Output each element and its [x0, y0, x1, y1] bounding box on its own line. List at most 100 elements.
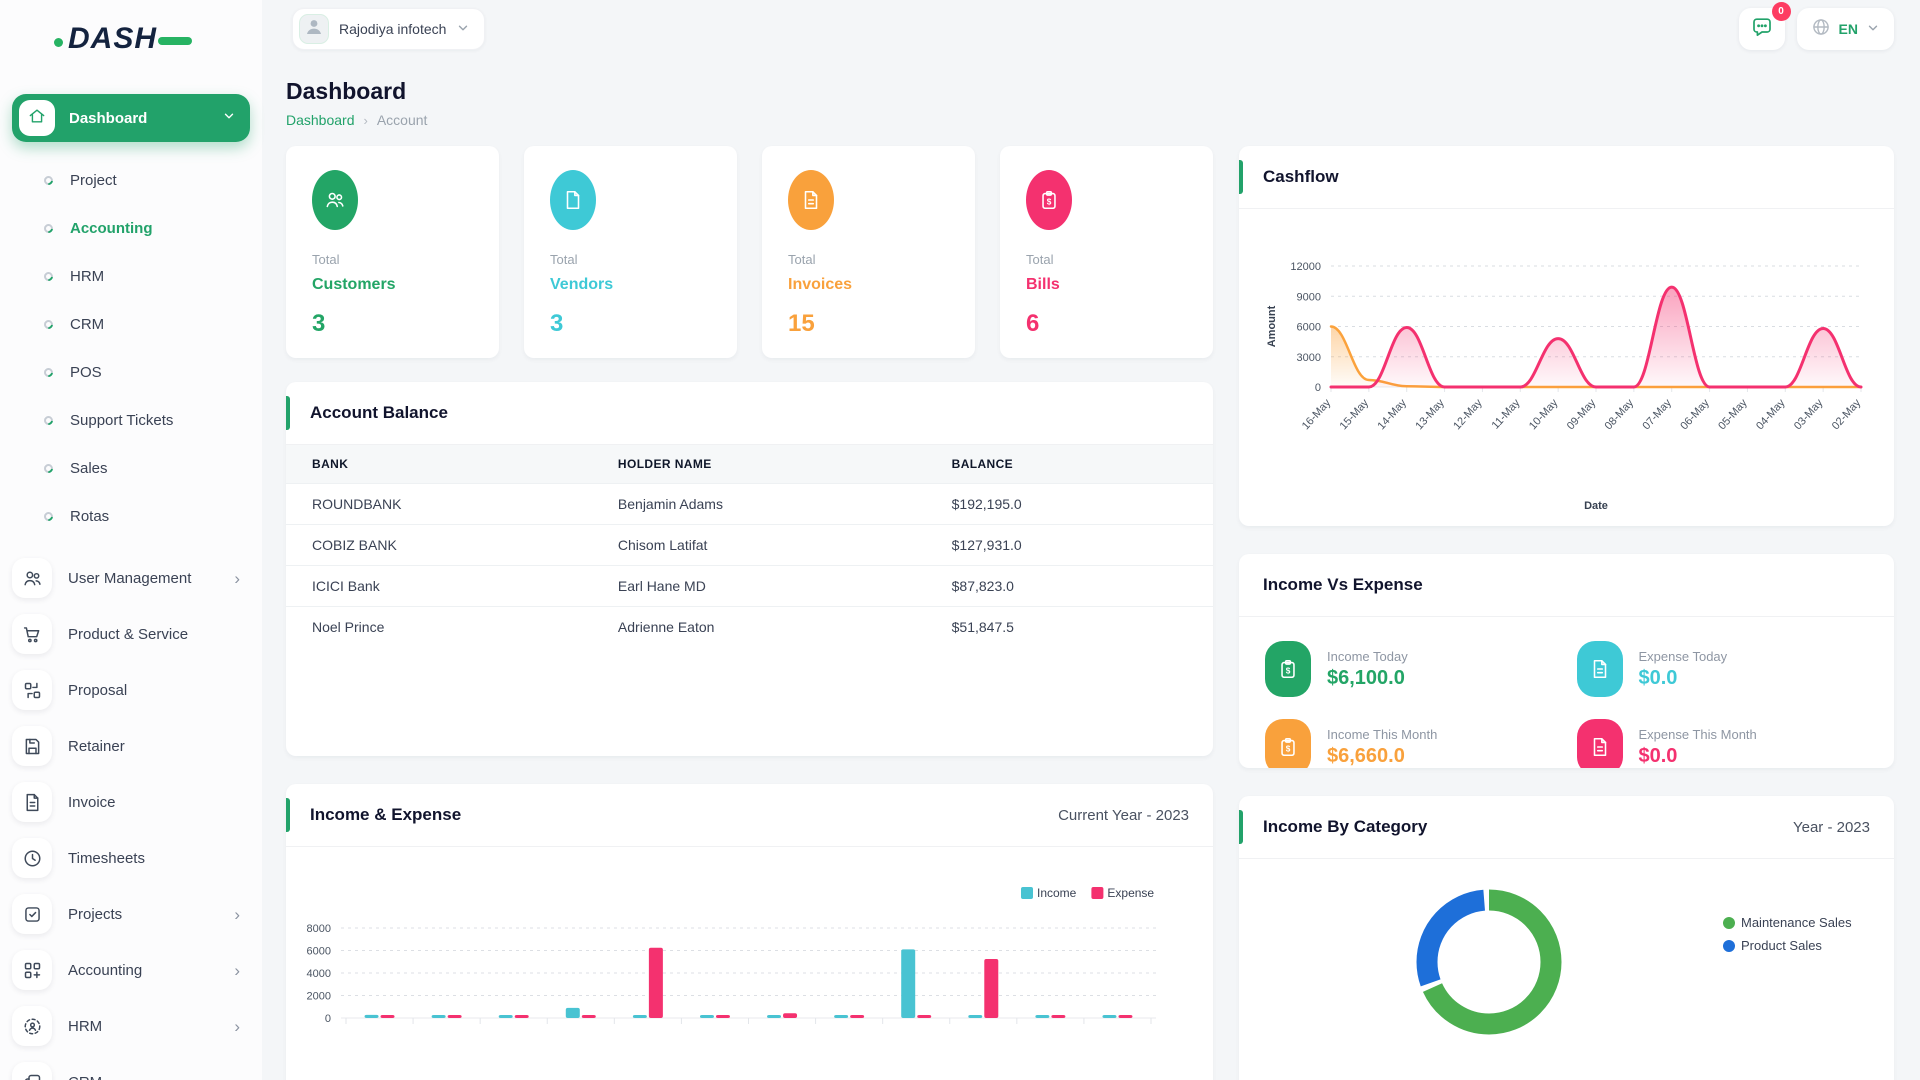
income-expense-item-value: $6,660.0: [1327, 744, 1405, 767]
sidebar-item-user-management[interactable]: User Management ›: [0, 550, 262, 606]
svg-text:05-May: 05-May: [1716, 397, 1750, 433]
svg-text:15-May: 15-May: [1338, 397, 1372, 433]
stat-label: Vendors: [550, 276, 614, 293]
stats-row: Total Customers 3 Total Vendors 3 Total …: [286, 146, 1213, 358]
legend-label-income[interactable]: Income: [1037, 886, 1077, 900]
account-balance-title: Account Balance: [310, 403, 448, 422]
sidebar-item-product-service[interactable]: Product & Service ›: [0, 606, 262, 662]
sidebar-subitem-label: Rotas: [70, 507, 110, 525]
hrm-icon: [12, 1006, 52, 1046]
account-balance-table: BANK HOLDER NAME BALANCE ROUNDBANK Benjamin…: [286, 445, 1213, 647]
sidebar-subitem-sales[interactable]: Sales: [0, 444, 262, 492]
income-by-category-card: Income By Category Year - 2023 Maintenan…: [1239, 796, 1894, 1080]
sidebar-item-accounting[interactable]: Accounting ›: [0, 942, 262, 998]
stat-top-label: Total: [550, 252, 578, 267]
language-selector[interactable]: EN: [1796, 8, 1894, 50]
legend-swatch-expense[interactable]: [1091, 887, 1104, 899]
table-row: ROUNDBANK Benjamin Adams $192,195.0: [286, 483, 1213, 525]
legend-label-product-sales[interactable]: Product Sales: [1741, 938, 1822, 953]
chevron-right-icon: ›: [234, 960, 240, 980]
legend-label-expense[interactable]: Expense: [1107, 886, 1154, 900]
avatar: [299, 14, 329, 44]
donut-slice-product-sales: [1416, 889, 1562, 1035]
stat-card-invoices: Total Invoices 15: [762, 146, 975, 358]
stat-value: 3: [312, 310, 326, 337]
chevron-right-icon: ›: [234, 1074, 240, 1080]
svg-text:03-May: 03-May: [1792, 397, 1826, 433]
sidebar: DASH Dashboard Project Accounting HRM CR…: [0, 0, 262, 1080]
income-expense-item-label: Expense This Month: [1638, 726, 1757, 742]
income-expense-item-value: $0.0: [1638, 744, 1678, 767]
sidebar-subitem-rotas[interactable]: Rotas: [0, 492, 262, 540]
table-column-header: BALANCE: [925, 445, 1213, 484]
account-balance-card: Account Balance BANK HOLDER NAME BALANCE R…: [286, 382, 1213, 756]
legend-dot-product-sales[interactable]: [1723, 940, 1735, 952]
expense-file-icon: [1576, 641, 1623, 697]
sidebar-subitem-crm[interactable]: CRM: [0, 300, 262, 348]
svg-text:16-May: 16-May: [1300, 397, 1334, 433]
sidebar-item-invoice[interactable]: Invoice ›: [0, 774, 262, 830]
breadcrumb-dashboard-link[interactable]: Dashboard: [286, 112, 355, 128]
cart-icon: [12, 614, 52, 654]
income-clipboard-icon: $: [1265, 641, 1311, 697]
income-vs-expense-title: Income Vs Expense: [1263, 575, 1423, 594]
sidebar-item-proposal[interactable]: Proposal ›: [0, 662, 262, 718]
sidebar-item-crm[interactable]: CRM ›: [0, 1054, 262, 1080]
logo-text: DASH: [68, 22, 158, 55]
messages-button[interactable]: 0: [1738, 2, 1791, 50]
sidebar-subitem-label: Sales: [70, 459, 108, 477]
svg-text:02-May: 02-May: [1830, 397, 1864, 433]
company-dropdown[interactable]: Rajodiya infotech: [292, 8, 486, 50]
proposal-icon: [12, 670, 52, 710]
sidebar-item-projects[interactable]: Projects ›: [0, 886, 262, 942]
stat-label: Invoices: [788, 276, 853, 293]
income-expense-item-expense-this-month: Expense This Month $0.0: [1576, 719, 1869, 768]
projects-icon: [12, 894, 52, 934]
sidebar-subitem-support-tickets[interactable]: Support Tickets: [0, 396, 262, 444]
income-expense-item-label: Income This Month: [1327, 726, 1438, 742]
sidebar-subitem-accounting[interactable]: Accounting: [0, 204, 262, 252]
users-icon: [12, 558, 52, 598]
brand-logo[interactable]: DASH: [54, 18, 262, 60]
sidebar-item-timesheets[interactable]: Timesheets ›: [0, 830, 262, 886]
svg-text:0: 0: [325, 1013, 331, 1025]
sidebar-subitem-pos[interactable]: POS: [0, 348, 262, 396]
legend-swatch-income[interactable]: [1021, 887, 1033, 899]
svg-text:09-May: 09-May: [1565, 397, 1599, 433]
svg-text:$: $: [1286, 745, 1291, 754]
income-expense-bar-chart: Income Expense 0 2000 4000 6000 8000: [307, 886, 1156, 1025]
sidebar-subitem-project[interactable]: Project: [0, 156, 262, 204]
chevron-down-icon: [456, 21, 470, 38]
stat-card-vendors: Total Vendors 3: [524, 146, 737, 358]
stat-top-label: Total: [312, 252, 340, 267]
svg-text:3000: 3000: [1297, 352, 1321, 364]
stat-card-bills: $ Total Bills 6: [1000, 146, 1213, 358]
bullet-icon: [42, 413, 55, 427]
sidebar-item-dashboard[interactable]: Dashboard: [12, 94, 250, 142]
svg-text:08-May: 08-May: [1603, 397, 1637, 433]
table-column-header: BANK: [286, 445, 592, 484]
chat-icon: [1750, 15, 1774, 44]
invoice-icon: [12, 782, 52, 822]
chevron-right-icon: ›: [234, 904, 240, 924]
retainer-icon: [12, 726, 52, 766]
logo-dot: [54, 37, 63, 47]
svg-text:Amount: Amount: [1266, 305, 1278, 347]
income-expense-period: Current Year - 2023: [1058, 806, 1189, 824]
svg-text:12-May: 12-May: [1451, 397, 1485, 433]
legend-label-maintenance-sales[interactable]: Maintenance Sales: [1741, 915, 1852, 930]
sidebar-subitem-hrm[interactable]: HRM: [0, 252, 262, 300]
cashflow-area-chart: 12000 9000 6000 3000 0 16-May 15-May 14-May 13-M…: [1266, 261, 1864, 512]
legend-dot-maintenance-sales[interactable]: [1723, 917, 1735, 929]
messages-badge: 0: [1771, 2, 1791, 21]
stat-top-label: Total: [1026, 252, 1054, 267]
sidebar-subitem-label: CRM: [70, 315, 105, 333]
sidebar-menu: User Management › Product & Service › Pr…: [0, 550, 262, 1080]
sidebar-item-retainer[interactable]: Retainer ›: [0, 718, 262, 774]
stat-value: 3: [550, 310, 564, 337]
table-column-header: HOLDER NAME: [591, 445, 926, 484]
sidebar-item-hrm[interactable]: HRM ›: [0, 998, 262, 1054]
breadcrumb-current: Account: [376, 112, 428, 128]
svg-text:Date: Date: [1584, 500, 1608, 512]
table-row: Noel Prince Adrienne Eaton $51,847.5: [286, 606, 1213, 647]
